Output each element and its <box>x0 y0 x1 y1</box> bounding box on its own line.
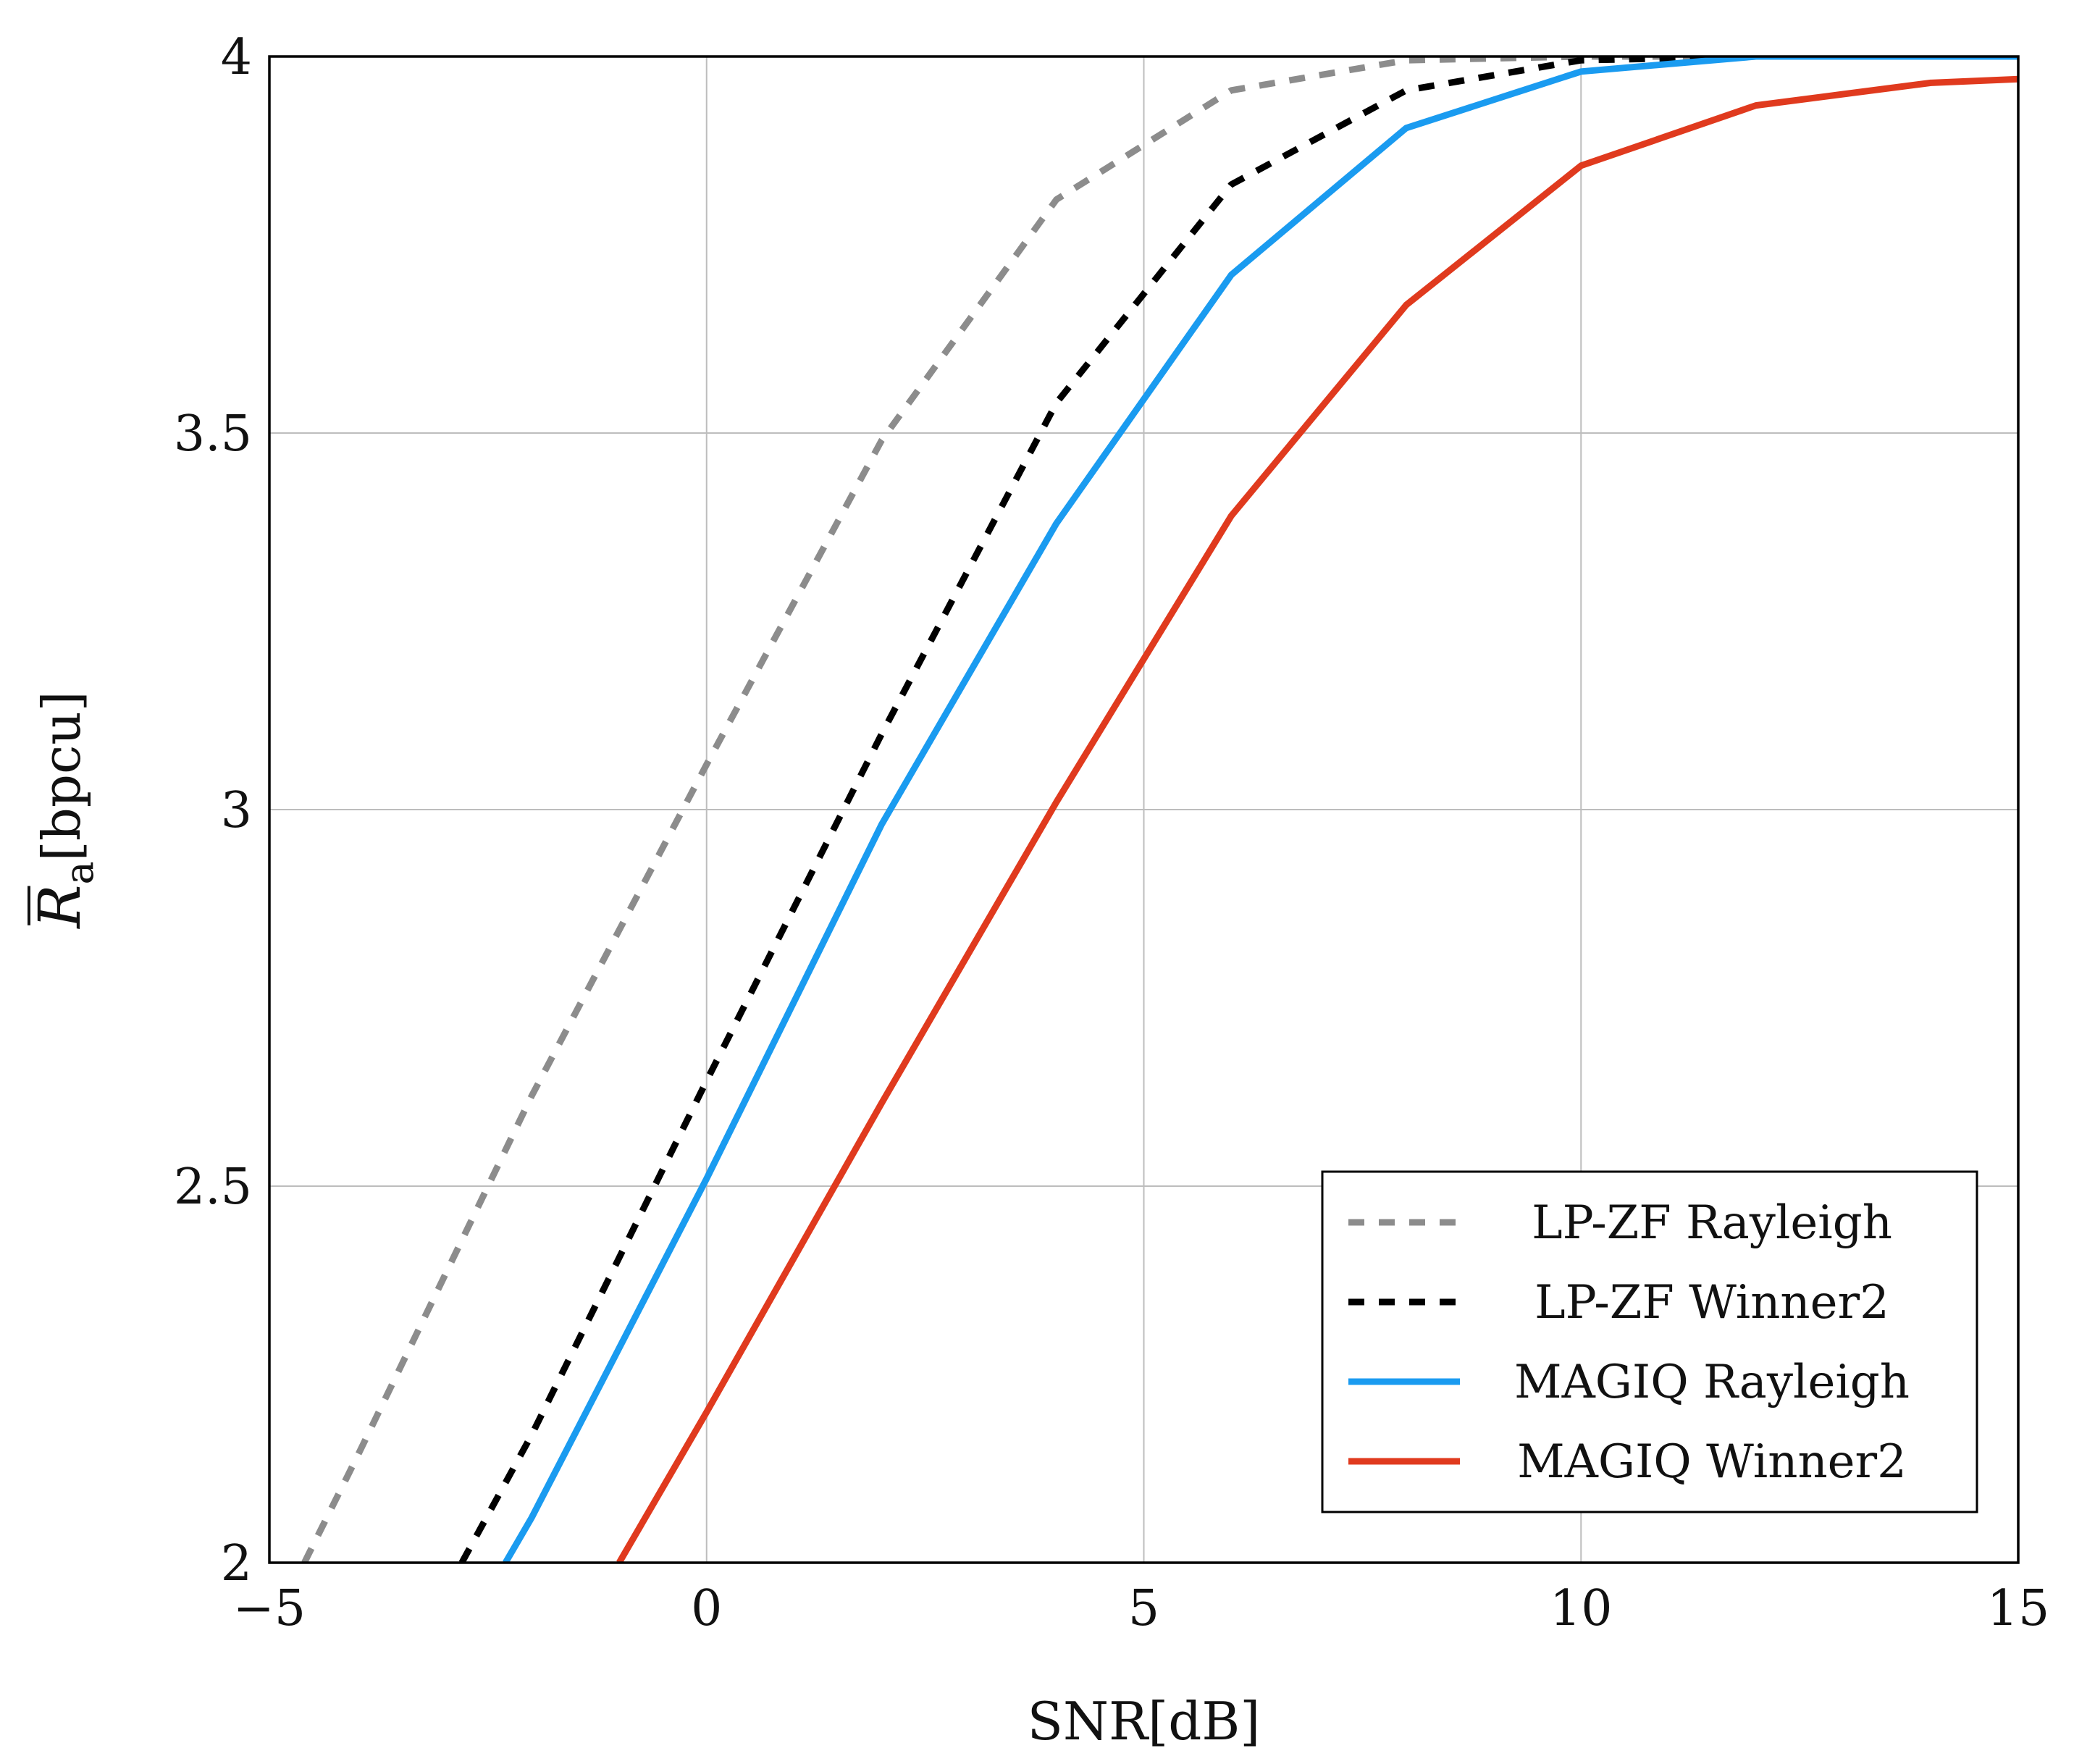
y-tick-label: 3 <box>221 782 252 839</box>
x-axis-label: SNR[dB] <box>1028 1691 1261 1752</box>
y-tick-label: 3.5 <box>174 406 252 463</box>
x-tick-label: −5 <box>233 1580 306 1637</box>
x-tick-label: 10 <box>1550 1580 1613 1637</box>
y-axis-unit: [bpcu] <box>31 691 92 861</box>
plot-frame <box>268 55 2020 1564</box>
tick-labels: −5 0 5 10 15 2 2.5 3 3.5 4 <box>174 29 2049 1637</box>
legend-label: LP-ZF Rayleigh <box>1532 1196 1892 1250</box>
series-line-magiq-rayleigh <box>503 56 2018 1563</box>
y-tick-label: 2 <box>221 1535 252 1592</box>
legend-label: MAGIQ Rayleigh <box>1514 1356 1910 1409</box>
y-axis-symbol: R <box>26 885 93 930</box>
y-axis-subscript: a <box>56 861 102 884</box>
legend-label: MAGIQ Winner2 <box>1517 1435 1907 1489</box>
y-axis-label: Ra[bpcu] <box>26 691 102 930</box>
series-line-lp-zf-winner2 <box>458 56 2018 1563</box>
x-tick-label: 15 <box>1987 1580 2050 1637</box>
y-tick-label: 4 <box>221 29 252 86</box>
legend-label: LP-ZF Winner2 <box>1534 1276 1889 1330</box>
y-tick-label: 2.5 <box>174 1159 252 1216</box>
x-tick-label: 5 <box>1128 1580 1159 1637</box>
series-lines <box>301 56 2018 1563</box>
x-tick-label: 0 <box>691 1580 722 1637</box>
legend-box <box>1321 1170 1978 1513</box>
legend: LP-ZF Rayleigh LP-ZF Winner2 MAGIQ Rayleig… <box>1321 1170 1978 1513</box>
series-line-magiq-winner2 <box>616 75 2018 1563</box>
